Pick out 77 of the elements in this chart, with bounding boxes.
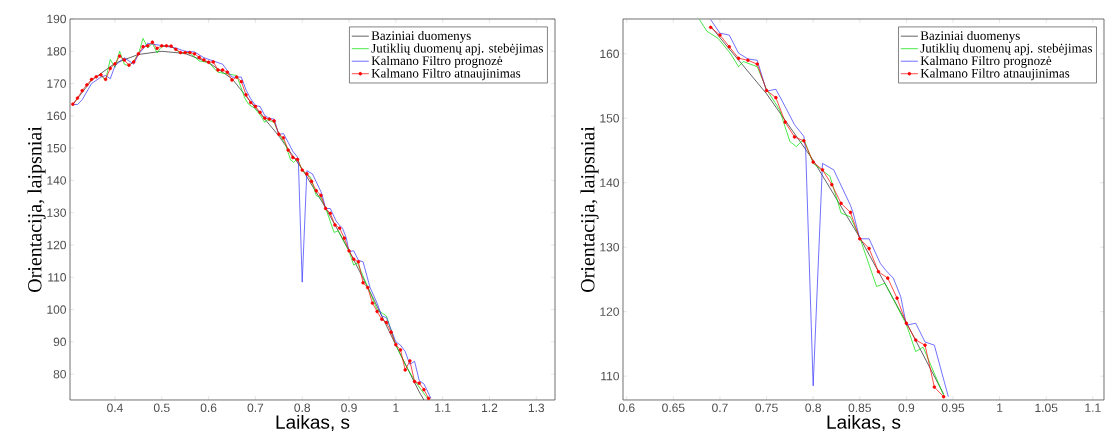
y-tick-label: 110	[601, 371, 620, 381]
point	[755, 62, 759, 66]
point	[923, 343, 927, 347]
point	[904, 321, 909, 326]
legend-label: Kalmano Filtro atnaujinimas	[371, 68, 521, 81]
y-tick-label: 170	[47, 79, 67, 88]
point	[774, 95, 778, 100]
y-tick-label: 150	[600, 114, 619, 123]
point	[885, 276, 890, 280]
x-tick-label: 0.8	[805, 403, 821, 413]
x-tick-label: 1	[393, 403, 399, 412]
point	[858, 237, 862, 241]
point	[783, 120, 787, 124]
x-tick-label: 0.5	[153, 403, 170, 413]
point	[820, 168, 825, 172]
point	[895, 296, 899, 300]
x-tick-label: 0.4	[107, 403, 123, 413]
legend-label: Kalmano Filtro prognozė	[371, 55, 503, 68]
x-tick-label: 1.1	[435, 403, 451, 412]
y-tick-label: 110	[48, 273, 67, 282]
point	[913, 338, 918, 342]
y-tick-label: 130	[47, 208, 67, 217]
x-tick-label: 1.3	[528, 403, 545, 413]
y-tick-label: 150	[47, 143, 67, 153]
x-tick-label: 0.75	[755, 403, 778, 413]
x-tick-label: 0.7	[712, 403, 728, 413]
x-axis-title: Laikas, s	[827, 414, 901, 432]
legend-label: Baziniai duomenys	[371, 30, 471, 43]
x-tick-label: 1.05	[1035, 403, 1058, 413]
point	[802, 139, 806, 143]
y-tick-label: 160	[47, 111, 67, 121]
point	[839, 201, 843, 206]
y-tick-label: 80	[53, 369, 67, 379]
y-tick-label: 180	[47, 47, 67, 56]
point	[718, 33, 722, 37]
y-tick-label: 190	[47, 14, 67, 24]
x-tick-label: 1.2	[482, 403, 498, 412]
x-tick-label: 0.6	[200, 403, 217, 413]
point	[941, 395, 946, 399]
point	[876, 269, 881, 274]
y-axis-title: Orientacija, laipsniai	[27, 126, 46, 292]
point	[830, 182, 834, 187]
x-tick-label: 0.9	[341, 403, 357, 413]
x-tick-label: 1.1	[1085, 403, 1101, 412]
x-tick-label: 0.65	[662, 403, 685, 413]
y-tick-label: 90	[53, 337, 67, 347]
y-tick-label: 120	[600, 307, 619, 316]
y-tick-label: 100	[47, 305, 67, 314]
point	[727, 44, 732, 49]
point	[811, 160, 815, 164]
point	[746, 58, 750, 62]
y-tick-label: 140	[47, 176, 67, 185]
point	[764, 88, 769, 93]
y-tick-label: 130	[600, 242, 619, 252]
point	[736, 56, 741, 61]
x-tick-label: 0.6	[618, 403, 635, 413]
x-tick-label: 0.85	[848, 403, 871, 413]
legend-label: Kalmano Filtro prognozė	[920, 55, 1052, 68]
point	[867, 246, 871, 251]
point	[792, 135, 797, 139]
legend-label: Jutiklių duomenų apj. stebėjimas	[371, 43, 543, 56]
y-tick-label: 120	[47, 240, 67, 250]
legend-label: Kalmano Filtro atnaujinimas	[920, 68, 1070, 81]
y-tick-label: 140	[600, 178, 619, 187]
point	[708, 25, 713, 30]
x-tick-label: 0.7	[247, 403, 264, 413]
x-axis-title: Laikas, s	[276, 414, 350, 432]
x-tick-label: 0.9	[898, 403, 915, 413]
legend-label: Jutiklių duomenų apj. stebėjimas	[920, 43, 1093, 56]
legend-label: Baziniai duomenys	[920, 30, 1020, 43]
x-tick-label: 0.95	[941, 403, 965, 413]
y-axis-title: Orientacija, laipsniai	[580, 126, 599, 292]
y-tick-label: 160	[600, 49, 619, 59]
point	[848, 210, 853, 215]
x-tick-label: 1	[997, 403, 1003, 412]
x-tick-label: 0.8	[294, 403, 311, 413]
point	[932, 385, 937, 389]
